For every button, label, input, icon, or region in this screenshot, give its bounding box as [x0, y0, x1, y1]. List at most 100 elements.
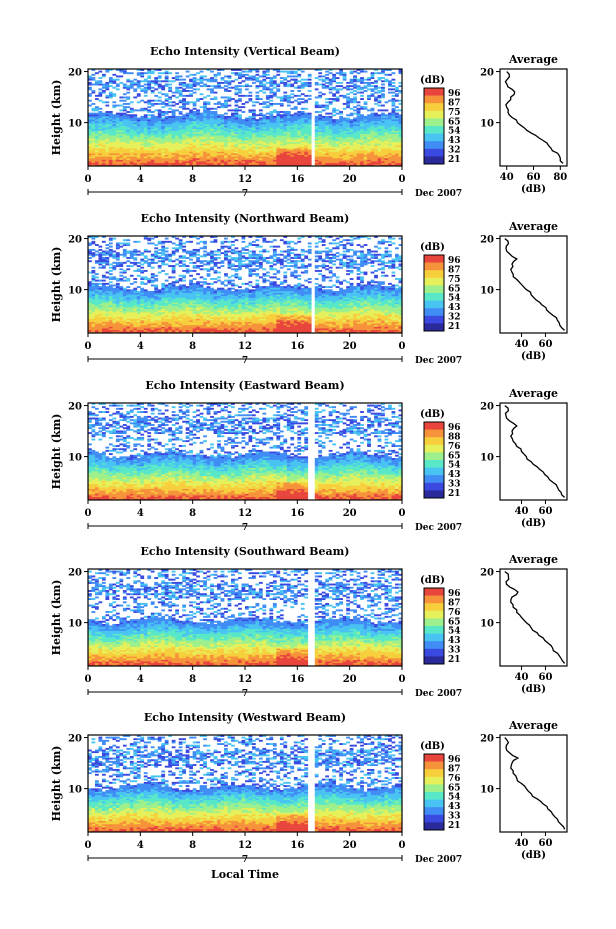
profile-line	[504, 238, 566, 331]
colorbar-swatch	[424, 133, 444, 142]
colorbar-swatch	[424, 814, 444, 823]
colorbar-swatch	[424, 95, 444, 104]
colorbar-swatch	[424, 610, 444, 619]
x-tick-label: 12	[238, 508, 252, 519]
profile-frame	[499, 235, 568, 334]
colorbar-swatch	[424, 769, 444, 778]
date-label: Dec 2007	[415, 855, 462, 865]
colorbar-swatch	[424, 300, 444, 309]
colorbar-tick-label: 54	[448, 127, 461, 137]
x-tick-label: 20	[343, 341, 357, 352]
date-label: Dec 2007	[415, 689, 462, 699]
colorbar-swatch	[424, 633, 444, 642]
x-tick-label: 0	[85, 174, 92, 185]
colorbar-tick-label: 43	[448, 303, 461, 313]
colorbar-tick-label: 32	[448, 313, 461, 323]
colorbar-swatch	[424, 285, 444, 294]
colorbar-tick-label: 76	[448, 442, 461, 452]
profile-title: Average	[508, 553, 558, 566]
colorbar-swatch	[424, 118, 444, 127]
colorbar-unit: (dB)	[420, 75, 445, 86]
colorbar-swatch	[424, 595, 444, 604]
colorbar-frame	[423, 587, 445, 665]
colorbar-tick-label: 88	[448, 432, 461, 442]
colorbar-swatch	[424, 792, 444, 800]
colorbar-tick-label: 21	[448, 155, 461, 165]
colorbar-tick-label: 75	[448, 108, 461, 118]
x-tick-label: 16	[290, 840, 304, 851]
x-tick-label: 12	[238, 174, 252, 185]
colorbar-unit: (dB)	[420, 741, 445, 752]
x-tick-label: 4	[137, 840, 144, 851]
x-tick-label: 0	[85, 508, 92, 519]
x-tick-label: 0	[85, 674, 92, 685]
heatmap-cells	[88, 236, 403, 334]
profile-line	[504, 737, 566, 830]
profile-x-axis-label: (dB)	[521, 518, 546, 529]
profile-x-axis-label: (dB)	[521, 351, 546, 362]
profile-title: Average	[508, 387, 558, 400]
profile-x-tick-label: 60	[527, 172, 541, 183]
y-axis-label: Height (km)	[50, 414, 63, 490]
colorbar-swatch	[424, 156, 444, 165]
x-tick-label: 20	[343, 674, 357, 685]
x-tick-label: 8	[189, 341, 196, 352]
colorbar-swatch	[424, 784, 444, 793]
colorbar-swatch	[424, 277, 444, 286]
y-tick-label: 20	[68, 68, 82, 79]
colorbar-tick-label: 96	[448, 423, 461, 433]
colorbar-tick-label: 65	[448, 783, 461, 793]
colorbar-swatch	[424, 323, 444, 332]
y-tick-label: 20	[68, 568, 82, 579]
x-tick-label: 12	[238, 674, 252, 685]
panel-2: Echo Intensity (Northward Beam) 10 20 Heigh…	[50, 212, 568, 366]
panel-title: Echo Intensity (Southward Beam)	[141, 545, 350, 558]
colorbar-tick-label: 43	[448, 636, 461, 646]
date-label: Dec 2007	[415, 189, 462, 199]
day-label: 7	[242, 189, 248, 199]
panel-4: Echo Intensity (Southward Beam) 10 20 Heigh…	[50, 545, 568, 699]
colorbar-tick-label: 76	[448, 774, 461, 784]
panel-title: Echo Intensity (Vertical Beam)	[150, 45, 340, 58]
colorbar-swatch	[424, 482, 444, 491]
colorbar-swatch	[424, 626, 444, 634]
colorbar-tick-label: 76	[448, 608, 461, 618]
x-tick-label: 4	[137, 508, 144, 519]
profile-x-tick-label: 40	[515, 506, 529, 517]
colorbar-tick-label: 32	[448, 146, 461, 156]
panel-title: Echo Intensity (Eastward Beam)	[145, 379, 344, 392]
colorbar-tick-label: 96	[448, 755, 461, 765]
x-tick-label: 12	[238, 840, 252, 851]
colorbar-frame	[423, 254, 445, 332]
colorbar-unit: (dB)	[420, 242, 445, 253]
colorbar-swatch	[424, 255, 444, 263]
colorbar-swatch	[424, 588, 444, 596]
y-tick-label: 20	[68, 235, 82, 246]
colorbar-tick-label: 96	[448, 589, 461, 599]
profile-frame	[499, 734, 568, 833]
panel-title: Echo Intensity (Northward Beam)	[141, 212, 350, 225]
x-tick-label: 4	[137, 174, 144, 185]
x-tick-label: 0	[399, 174, 406, 185]
x-tick-label: 0	[399, 508, 406, 519]
y-tick-label: 20	[68, 734, 82, 745]
profile-x-tick-label: 60	[539, 339, 553, 350]
colorbar-swatch	[424, 460, 444, 468]
profile-x-tick-label: 40	[515, 339, 529, 350]
profile-frame	[499, 568, 568, 667]
colorbar-swatch	[424, 452, 444, 461]
colorbar-unit: (dB)	[420, 409, 445, 420]
x-tick-label: 8	[189, 174, 196, 185]
colorbar-swatch	[424, 110, 444, 119]
profile-title: Average	[508, 220, 558, 233]
colorbar-swatch	[424, 467, 444, 476]
colorbar-tick-label: 21	[448, 489, 461, 499]
profile-frame	[499, 68, 568, 167]
x-tick-label: 0	[85, 341, 92, 352]
x-tick-label: 16	[290, 508, 304, 519]
heatmap-cells	[88, 403, 403, 501]
colorbar-swatch	[424, 822, 444, 831]
colorbar-tick-label: 33	[448, 646, 461, 656]
colorbar-frame	[423, 87, 445, 165]
